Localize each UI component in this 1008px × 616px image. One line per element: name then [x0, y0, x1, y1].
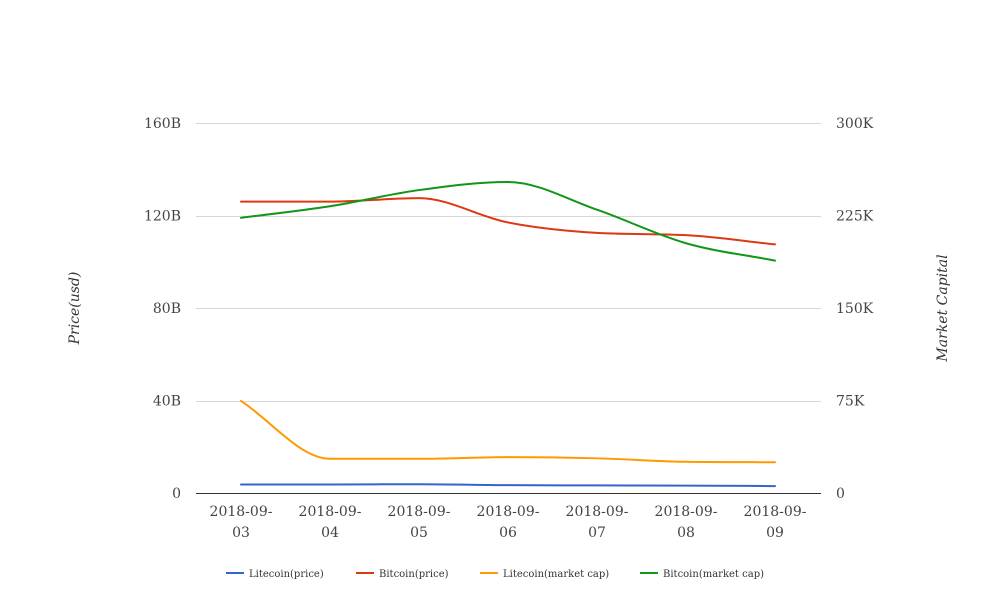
x-tick-label: 2018-09-08	[655, 504, 718, 541]
legend: Litecoin(price) Bitcoin(price) Litecoin(ma…	[226, 569, 764, 580]
y-right-tick-label: 75K	[836, 394, 865, 410]
series-line-bitcoin-market-cap	[240, 180, 776, 262]
legend-item-bitcoin-market-cap[interactable]: Bitcoin(market cap)	[640, 569, 764, 580]
series-line-bitcoin-price	[240, 197, 776, 246]
grid-lines	[196, 123, 821, 402]
legend-label: Litecoin(price)	[249, 569, 324, 580]
legend-item-litecoin-price[interactable]: Litecoin(price)	[226, 569, 324, 580]
y-left-tick-label: 120B	[144, 209, 181, 225]
legend-label: Litecoin(market cap)	[503, 569, 609, 580]
legend-item-bitcoin-price[interactable]: Bitcoin(price)	[356, 569, 449, 580]
x-tick-label: 2018-09-07	[566, 504, 629, 541]
y-left-tick-label: 160B	[144, 116, 181, 132]
y-left-tick-label: 80B	[153, 301, 181, 317]
left-axis-tick-labels: 0 40B 80B 120B 160B	[144, 116, 181, 502]
legend-label: Bitcoin(market cap)	[663, 569, 764, 580]
x-tick-label: 2018-09-03	[210, 504, 273, 541]
x-tick-label: 2018-09-05	[388, 504, 451, 541]
right-axis-tick-labels: 0 75K 150K 225K 300K	[836, 116, 874, 502]
series-lines	[240, 180, 776, 488]
x-axis-tick-labels: 2018-09-03 2018-09-04 2018-09-05 2018-09-06…	[210, 504, 807, 541]
right-axis-title: Market Capital	[935, 254, 951, 362]
y-right-tick-label: 300K	[836, 116, 874, 132]
y-right-tick-label: 0	[836, 486, 845, 502]
y-right-tick-label: 150K	[836, 301, 874, 317]
y-left-tick-label: 0	[172, 486, 181, 502]
x-tick-label: 2018-09-06	[477, 504, 540, 541]
x-tick-label: 2018-09-04	[299, 504, 362, 541]
y-left-tick-label: 40B	[153, 394, 181, 410]
y-right-tick-label: 225K	[836, 209, 874, 225]
legend-label: Bitcoin(price)	[379, 569, 449, 580]
series-line-litecoin-market-cap	[240, 399, 776, 464]
x-tick-label: 2018-09-09	[744, 504, 807, 541]
series-line-litecoin-price	[240, 483, 776, 488]
left-axis-title: Price(usd)	[67, 272, 83, 346]
legend-item-litecoin-market-cap[interactable]: Litecoin(market cap)	[480, 569, 609, 580]
